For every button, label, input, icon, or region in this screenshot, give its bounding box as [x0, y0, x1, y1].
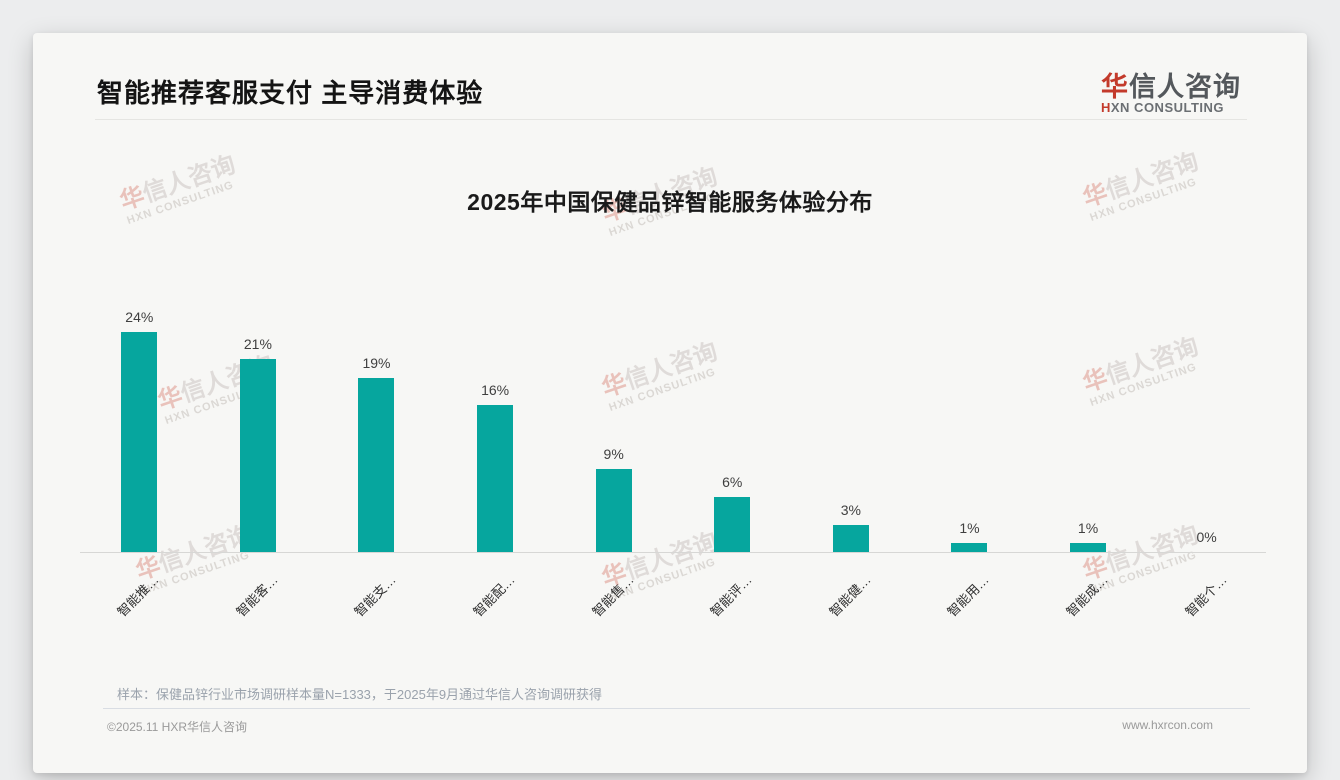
bar	[121, 331, 158, 552]
sample-footnote: 样本：保健品锌行业市场调研样本量N=1333，于2025年9月通过华信人咨询调研…	[117, 687, 603, 702]
bar	[239, 359, 276, 552]
x-axis-labels: 智能推… 智能客… 智能支… 智能配… 智能售… 智能评… 智能健… 智能用… 智能成… 智能个…	[80, 554, 1266, 666]
bar-column: 6%	[673, 474, 792, 552]
x-axis-label: 智能客…	[233, 572, 281, 620]
bar-value-label: 9%	[603, 446, 624, 463]
bar-value-label: 24%	[125, 308, 154, 325]
bar-value-label: 21%	[243, 336, 272, 353]
x-axis-label: 智能推…	[114, 572, 163, 620]
bar-value-label: 6%	[722, 473, 743, 490]
x-axis-label: 智能售…	[589, 572, 637, 620]
x-axis-label-cell: 智能推…	[80, 554, 199, 666]
chart-title: 2025年中国保健品锌智能服务体验分布	[467, 189, 873, 215]
website-url: www.hxrcon.com	[1122, 718, 1213, 732]
bar-column: 21%	[199, 336, 318, 552]
x-axis-label-cell: 智能售…	[554, 554, 673, 666]
footer-divider	[103, 708, 1250, 709]
bar	[477, 405, 514, 552]
x-axis-label-cell: 智能个…	[1147, 554, 1266, 666]
bar	[832, 524, 869, 552]
x-axis-label-cell: 智能支…	[317, 554, 436, 666]
header-divider	[95, 119, 1247, 120]
bar-value-label: 0%	[1196, 529, 1217, 545]
x-axis-label: 智能支…	[351, 572, 400, 620]
bar-column: 3%	[792, 501, 911, 552]
x-axis-label-cell: 智能健…	[792, 554, 911, 666]
bar	[1070, 542, 1107, 552]
bar-value-label: 16%	[481, 382, 510, 399]
logo-english-name: HXN CONSULTING	[1101, 100, 1225, 116]
bar-column: 19%	[317, 355, 436, 552]
x-axis-label: 智能评…	[707, 572, 755, 620]
bar	[714, 496, 751, 552]
x-axis-label: 智能成…	[1063, 572, 1111, 620]
bar-column: 16%	[436, 382, 555, 552]
page-title: 智能推荐客服支付 主导消费体验	[97, 78, 484, 108]
x-axis-label-cell: 智能用…	[910, 554, 1029, 666]
company-logo: 华信人咨询 HXN CONSULTING	[1101, 73, 1241, 115]
x-axis-label: 智能健…	[826, 572, 874, 620]
bar-column: 1%	[1029, 520, 1148, 552]
slide-card: 华信人咨询 HXN CONSULTING 华信人咨询 HXN CONSULTIN…	[33, 33, 1307, 773]
bar-column: 0%	[1147, 529, 1266, 552]
bar	[595, 469, 632, 552]
bar-chart-plot-area: 24% 21% 19% 16% 9% 6% 3% 1% 1% 0%	[80, 33, 1266, 553]
x-axis-label: 智能用…	[944, 572, 993, 620]
bar-value-label: 1%	[1077, 519, 1099, 536]
x-axis-label-cell: 智能成…	[1029, 554, 1148, 666]
x-axis-label-cell: 智能评…	[673, 554, 792, 666]
x-axis-label-cell: 智能配…	[436, 554, 555, 666]
bar-value-label: 1%	[959, 519, 980, 536]
bar-column: 24%	[80, 309, 199, 552]
bar	[951, 542, 988, 552]
bar-column: 1%	[910, 520, 1029, 552]
logo-chinese-name: 华信人咨询	[1101, 72, 1241, 102]
copyright-text: ©2025.11 HXR华信人咨询	[107, 720, 247, 734]
bar-column: 9%	[554, 446, 673, 552]
bar-value-label: 19%	[362, 354, 391, 371]
x-axis-label: 智能个…	[1181, 572, 1230, 620]
x-axis-label: 智能配…	[470, 572, 518, 620]
bar	[358, 377, 395, 552]
x-axis-label-cell: 智能客…	[199, 554, 318, 666]
bar-value-label: 3%	[840, 501, 861, 518]
